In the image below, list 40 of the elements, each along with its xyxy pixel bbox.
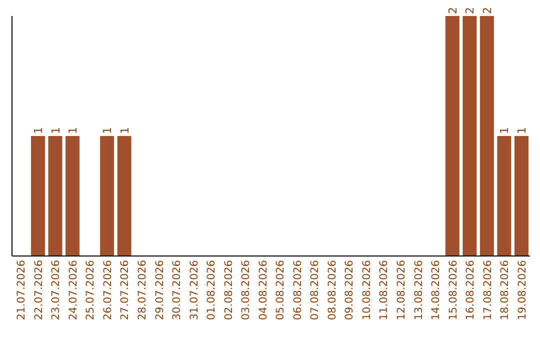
x-tick-label: 29.07.2026 bbox=[154, 260, 166, 320]
data-label: 1 bbox=[32, 127, 45, 134]
x-tick-label: 16.08.2026 bbox=[464, 260, 477, 320]
x-tick-label: 22.07.2026 bbox=[32, 260, 45, 320]
x-tick-label: 14.08.2026 bbox=[430, 260, 442, 320]
x-tick-label: 03.08.2026 bbox=[240, 260, 252, 320]
x-tick-label: 05.08.2026 bbox=[274, 260, 287, 320]
x-tick-label: 09.08.2026 bbox=[344, 260, 356, 320]
x-tick-label: 25.07.2026 bbox=[84, 260, 97, 320]
x-tick-label: 18.08.2026 bbox=[499, 260, 512, 320]
x-tick-label: 12.08.2026 bbox=[396, 260, 408, 320]
data-label: 2 bbox=[446, 7, 460, 14]
data-label: 1 bbox=[118, 127, 132, 134]
data-label: 1 bbox=[49, 127, 62, 134]
x-tick-label: 24.07.2026 bbox=[67, 260, 80, 320]
x-tick-label: 31.07.2026 bbox=[188, 260, 200, 320]
x-tick-label: 26.07.2026 bbox=[102, 260, 114, 320]
x-tick-label: 15.08.2026 bbox=[447, 260, 460, 320]
x-tick-label: 27.07.2026 bbox=[119, 260, 132, 320]
x-tick-label: 10.08.2026 bbox=[360, 260, 373, 320]
x-tick-label: 28.07.2026 bbox=[136, 260, 148, 320]
x-tick-label: 06.08.2026 bbox=[292, 260, 304, 320]
x-tick-label: 04.08.2026 bbox=[257, 260, 270, 320]
x-tick-label: 21.07.2026 bbox=[16, 260, 28, 320]
x-tick-label: 17.08.2026 bbox=[482, 260, 494, 320]
x-tick-label: 07.08.2026 bbox=[309, 260, 322, 320]
data-label: 1 bbox=[515, 127, 528, 134]
data-label: 1 bbox=[101, 127, 114, 134]
x-tick-label: 02.08.2026 bbox=[222, 260, 235, 320]
x-tick-label: 01.08.2026 bbox=[206, 260, 218, 320]
x-tick-label: 30.07.2026 bbox=[171, 260, 184, 320]
x-tick-label: 08.08.2026 bbox=[326, 260, 338, 320]
data-label: 1 bbox=[498, 127, 512, 134]
data-label: 2 bbox=[464, 7, 477, 14]
x-tick-label: 11.08.2026 bbox=[378, 260, 390, 320]
data-label: 2 bbox=[480, 7, 494, 14]
x-tick-label: 13.08.2026 bbox=[412, 260, 425, 320]
x-tick-label: 19.08.2026 bbox=[516, 260, 528, 320]
data-label: 1 bbox=[66, 127, 80, 134]
x-tick-label: 23.07.2026 bbox=[50, 260, 62, 320]
